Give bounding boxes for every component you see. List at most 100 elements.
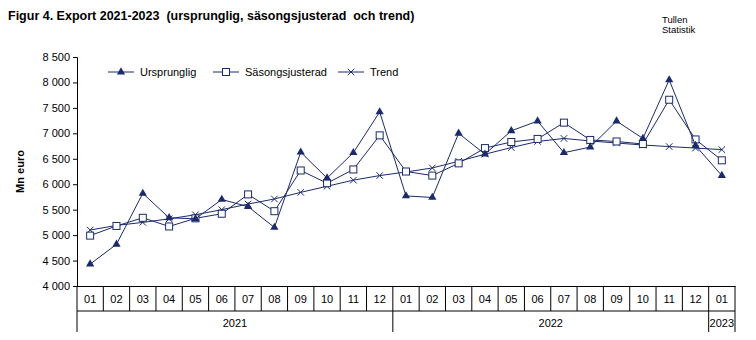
y-tick: 8 500 <box>42 51 77 63</box>
series-marker <box>297 147 305 154</box>
category-separator <box>313 286 314 311</box>
x-tick: 05 <box>189 286 201 305</box>
series-marker <box>560 119 567 126</box>
series-marker <box>113 222 120 229</box>
category-separator <box>129 286 130 311</box>
legend-label: Säsongsjusterad <box>245 66 327 78</box>
series-marker <box>376 172 383 179</box>
x-tick-label: 12 <box>374 293 386 305</box>
series-marker <box>244 202 252 209</box>
series-marker <box>297 189 304 196</box>
series-marker <box>191 214 199 221</box>
category-separator <box>182 286 183 311</box>
x-tick: 07 <box>558 286 570 305</box>
y-tick-mark <box>73 57 77 58</box>
category-separators <box>77 286 735 332</box>
group-separator <box>77 286 78 332</box>
y-tick-mark <box>73 108 77 109</box>
series-marker <box>691 141 699 148</box>
series-marker <box>165 213 173 220</box>
category-separator <box>366 286 367 311</box>
series-marker <box>639 141 646 148</box>
x-tick-label: 07 <box>558 293 570 305</box>
y-tick-label: 8 500 <box>42 51 70 63</box>
y-tick-mark <box>73 235 77 236</box>
series-marker <box>561 135 568 142</box>
x-tick-label: 12 <box>689 293 701 305</box>
y-tick: 7 000 <box>42 127 77 139</box>
x-tick: 01 <box>84 286 96 305</box>
series-marker <box>533 116 541 123</box>
y-tick-mark <box>73 210 77 211</box>
y-tick: 4 000 <box>42 280 77 292</box>
series-marker <box>350 177 357 184</box>
x-tick: 08 <box>268 286 280 305</box>
series-marker <box>429 165 436 172</box>
series-line <box>90 100 722 236</box>
series-marker <box>112 240 120 247</box>
y-tick-label: 6 000 <box>42 178 70 190</box>
series-marker <box>718 171 726 178</box>
series-marker <box>586 142 594 149</box>
series-line <box>90 80 722 264</box>
series-marker <box>297 167 304 174</box>
x-tick-label: 07 <box>242 293 254 305</box>
x-tick: 09 <box>610 286 622 305</box>
x-tick: 03 <box>453 286 465 305</box>
legend: UrsprungligSäsongsjusteradTrend <box>108 66 398 78</box>
y-tick: 5 500 <box>42 204 77 216</box>
x-tick-label: 06 <box>216 293 228 305</box>
x-tick: 03 <box>137 286 149 305</box>
chart: Figur 4. Export 2021-2023 (ursprunglig, … <box>0 0 756 340</box>
category-separator <box>524 286 525 311</box>
x-tick: 08 <box>584 286 596 305</box>
y-tick-label: 4 000 <box>42 280 70 292</box>
y-tick-label: 8 000 <box>42 76 70 88</box>
series-marker <box>403 169 410 176</box>
x-tick: 02 <box>426 286 438 305</box>
series-marker <box>613 138 620 145</box>
x-tick: 11 <box>663 286 674 305</box>
x-tick: 12 <box>374 286 386 305</box>
category-separator <box>550 286 551 311</box>
x-tick: 12 <box>689 286 701 305</box>
series-marker <box>349 148 357 155</box>
x-tick-label: 10 <box>637 293 649 305</box>
series-marker <box>324 180 331 187</box>
category-separator <box>498 286 499 311</box>
legend-marker <box>117 67 125 74</box>
x-tick-label: 06 <box>531 293 543 305</box>
y-tick-mark <box>73 286 77 287</box>
y-tick-mark <box>73 261 77 262</box>
series-marker <box>403 168 410 175</box>
y-tick: 7 500 <box>42 102 77 114</box>
category-separator <box>234 286 235 311</box>
y-tick-mark <box>73 159 77 160</box>
series-marker <box>270 223 278 230</box>
group-separator <box>735 286 736 332</box>
group-label: 2022 <box>539 317 563 329</box>
legend-label: Trend <box>370 66 398 78</box>
source: Statistik <box>662 24 696 35</box>
series-marker <box>666 143 673 150</box>
y-tick-label: 6 500 <box>42 153 70 165</box>
series-marker <box>323 173 331 180</box>
series-marker <box>139 214 146 221</box>
x-tick: 02 <box>110 286 122 305</box>
x-tick: 11 <box>348 286 359 305</box>
x-tick-label: 09 <box>610 293 622 305</box>
series-marker <box>350 166 357 173</box>
x-tick-label: 01 <box>400 293 412 305</box>
series-line <box>90 138 722 230</box>
category-separator <box>445 286 446 311</box>
x-tick: 10 <box>321 286 333 305</box>
x-tick: 05 <box>505 286 517 305</box>
x-tick-label: 02 <box>110 293 122 305</box>
x-tick-label: 10 <box>321 293 333 305</box>
y-tick-mark <box>73 82 77 83</box>
series-marker <box>612 116 620 123</box>
series-marker <box>376 107 384 114</box>
x-tick-label: 11 <box>348 293 359 305</box>
x-tick: 04 <box>479 286 491 305</box>
group-separator <box>392 286 393 332</box>
